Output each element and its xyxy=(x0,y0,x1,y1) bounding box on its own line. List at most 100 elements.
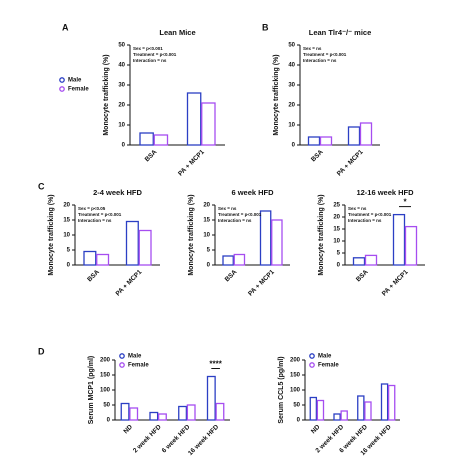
x-tick-label: BSA xyxy=(144,148,159,163)
stats-note: Treatment = p<0.001 xyxy=(78,212,122,217)
stats-note: Interaction = ns xyxy=(218,218,252,223)
y-tick-label: 30 xyxy=(288,83,295,89)
y-axis-label: Serum CCL5 (pg/ml) xyxy=(278,356,285,423)
y-tick-label: 20 xyxy=(333,215,340,221)
stats-note: Interaction = ns xyxy=(78,218,112,223)
legend-marker xyxy=(119,353,125,359)
y-tick-label: 150 xyxy=(100,373,111,379)
y-tick-label: 15 xyxy=(203,218,210,224)
legend-label: Female xyxy=(68,87,89,93)
y-tick-label: 50 xyxy=(118,43,125,49)
panel-letter: D xyxy=(38,346,45,356)
bar xyxy=(380,383,389,421)
bar xyxy=(352,257,366,266)
legend-marker xyxy=(309,362,315,368)
x-tick-label: PA + MCP1 xyxy=(247,268,276,297)
x-tick-label: 6 week HFD xyxy=(161,423,192,454)
panel-letter: B xyxy=(262,22,269,32)
chart-title: Lean Tlr4⁻/⁻ mice xyxy=(309,28,372,37)
y-tick-label: 200 xyxy=(100,358,111,364)
bar xyxy=(96,253,110,266)
bar xyxy=(129,407,139,421)
stats-note: Treatment = p<0.001 xyxy=(133,52,177,57)
y-tick-label: 10 xyxy=(333,239,340,245)
y-axis-label: Monocyte trafficking (%) xyxy=(103,54,110,135)
y-tick-label: 5 xyxy=(207,248,211,254)
y-tick-label: 100 xyxy=(100,388,111,394)
x-tick-label: PA + MCP1 xyxy=(177,148,206,177)
bar xyxy=(206,375,216,421)
y-tick-label: 20 xyxy=(63,203,70,209)
y-tick-label: 0 xyxy=(67,263,71,269)
stats-note: Sex = ns xyxy=(303,46,322,51)
y-tick-label: 20 xyxy=(118,103,125,109)
bar xyxy=(259,210,272,266)
bar xyxy=(83,250,97,266)
y-axis-label: Monocyte trafficking (%) xyxy=(188,194,195,275)
significance-label: * xyxy=(403,198,407,207)
chart-title: Lean Mice xyxy=(159,28,195,37)
bar xyxy=(138,229,152,266)
bar xyxy=(316,399,325,421)
y-tick-label: 0 xyxy=(292,143,296,149)
y-tick-label: 50 xyxy=(293,403,300,409)
stats-note: Interaction = ns xyxy=(348,218,382,223)
y-tick-label: 50 xyxy=(103,403,110,409)
bar xyxy=(178,405,188,421)
stats-note: Sex = p<0.05 xyxy=(78,206,106,211)
y-tick-label: 20 xyxy=(288,103,295,109)
y-tick-label: 25 xyxy=(333,203,340,209)
stats-note: Interaction = ns xyxy=(133,58,167,63)
x-tick-label: PA + MCP1 xyxy=(115,268,144,297)
bar xyxy=(333,413,341,421)
legend-marker xyxy=(59,77,65,83)
bar xyxy=(364,254,378,266)
stats-note: Interaction = ns xyxy=(303,58,337,63)
bar xyxy=(233,253,246,266)
bar xyxy=(307,136,321,146)
bar xyxy=(120,402,130,421)
bar xyxy=(392,213,406,266)
y-tick-label: 0 xyxy=(107,418,111,424)
y-tick-label: 15 xyxy=(333,227,340,233)
stats-note: Treatment = p<0.001 xyxy=(303,52,347,57)
y-tick-label: 10 xyxy=(203,233,210,239)
legend-label: Male xyxy=(318,354,332,360)
x-tick-label: BSA xyxy=(224,268,239,283)
y-axis-label: Monocyte trafficking (%) xyxy=(48,194,55,275)
x-tick-label: 2 week HFD xyxy=(132,423,163,454)
y-axis-label: Monocyte trafficking (%) xyxy=(273,54,280,135)
x-tick-label: ND xyxy=(122,423,134,435)
y-tick-label: 50 xyxy=(288,43,295,49)
bar xyxy=(186,92,202,146)
y-tick-label: 0 xyxy=(122,143,126,149)
y-tick-label: 20 xyxy=(203,203,210,209)
bar xyxy=(222,255,234,266)
y-tick-label: 0 xyxy=(297,418,301,424)
bar xyxy=(201,102,216,146)
x-tick-label: PA + MCP1 xyxy=(381,268,410,297)
y-tick-label: 10 xyxy=(118,123,125,129)
bar xyxy=(215,402,225,421)
y-tick-label: 5 xyxy=(337,251,341,257)
legend-marker xyxy=(59,86,65,92)
legend-label: Female xyxy=(318,363,339,369)
legend-label: Male xyxy=(68,78,82,84)
y-tick-label: 40 xyxy=(118,63,125,69)
bar xyxy=(186,404,196,421)
y-tick-label: 10 xyxy=(63,233,70,239)
bar xyxy=(139,132,154,146)
x-tick-label: BSA xyxy=(86,268,101,283)
panel-letter: A xyxy=(62,22,69,32)
bar xyxy=(157,413,167,421)
y-tick-label: 15 xyxy=(63,218,70,224)
legend-label: Female xyxy=(128,363,149,369)
bar xyxy=(387,384,396,421)
x-tick-label: BSA xyxy=(355,268,370,283)
bar xyxy=(271,219,283,266)
x-tick-label: ND xyxy=(310,423,322,435)
y-tick-label: 5 xyxy=(67,248,71,254)
bar xyxy=(149,411,159,421)
bar xyxy=(153,134,169,146)
